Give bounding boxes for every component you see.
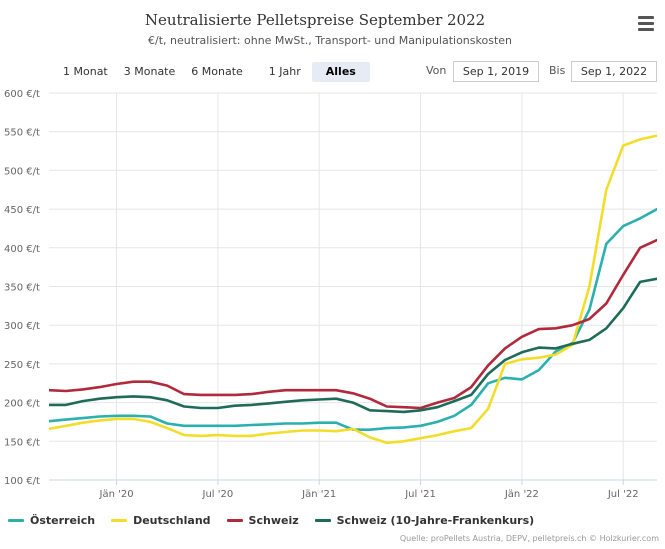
credits: Quelle: proPellets Austria, DEPV, pellet… — [399, 534, 659, 543]
to-date-label: Bis — [549, 64, 566, 77]
range-button-3-months[interactable]: 3 Monate — [119, 62, 181, 82]
x-tick-label: Jän '22 — [504, 489, 539, 500]
y-tick-label: 300 €/t — [4, 321, 40, 332]
y-tick-label: 150 €/t — [4, 437, 40, 448]
legend-label-oesterreich: Österreich — [30, 514, 96, 527]
range-button-1-month[interactable]: 1 Monat — [58, 62, 113, 82]
legend-label-schweiz: Schweiz — [248, 514, 299, 527]
x-tick-label: Jän '21 — [301, 489, 336, 500]
y-tick-label: 200 €/t — [4, 399, 40, 410]
y-tick-label: 600 €/t — [4, 89, 40, 100]
x-tick-label: Jul '22 — [607, 489, 639, 500]
range-button-all[interactable]: Alles — [311, 62, 370, 82]
series-line-schweiz[interactable] — [49, 238, 657, 410]
range-button-6-months[interactable]: 6 Monate — [186, 62, 248, 82]
legend-item-schweiz[interactable]: Schweiz — [226, 514, 299, 527]
legend-label-deutschland: Deutschland — [133, 514, 211, 527]
legend-swatch-schweiz — [226, 519, 243, 522]
y-tick-label: 400 €/t — [4, 244, 40, 255]
chart-subtitle: €/t, neutralisiert: ohne MwSt., Transpor… — [147, 34, 513, 47]
y-tick-label: 450 €/t — [4, 205, 40, 216]
series-line-deutschland[interactable] — [49, 134, 657, 445]
y-tick-label: 250 €/t — [4, 360, 40, 371]
y-tick-label: 350 €/t — [4, 283, 40, 294]
from-date-label: Von — [426, 64, 447, 77]
from-date-input[interactable]: Sep 1, 2019 — [453, 61, 539, 82]
legend: Österreich Deutschland Schweiz Schweiz (… — [8, 514, 534, 527]
x-tick-label: Jän '20 — [99, 489, 134, 500]
legend-swatch-oesterreich — [8, 519, 24, 522]
x-tick-label: Jul '20 — [202, 489, 234, 500]
hamburger-menu-icon[interactable] — [636, 16, 656, 34]
legend-swatch-deutschland — [111, 519, 128, 522]
legend-item-oesterreich[interactable]: Österreich — [8, 514, 95, 527]
y-tick-label: 500 €/t — [4, 166, 40, 177]
y-tick-label: 550 €/t — [4, 128, 40, 139]
x-tick-label: Jul '21 — [404, 489, 436, 500]
legend-item-deutschland[interactable]: Deutschland — [111, 514, 211, 527]
series-line-schweiz-frankenkurs[interactable] — [49, 277, 657, 414]
range-button-1-year[interactable]: 1 Jahr — [264, 62, 306, 82]
to-date-input[interactable]: Sep 1, 2022 — [571, 61, 657, 82]
chart-title: Neutralisierte Pelletspreise September 2… — [144, 11, 486, 29]
legend-swatch-schweiz-frankenkurs — [314, 519, 331, 522]
range-selector: 1 Monat 3 Monate 6 Monate 1 Jahr Alles — [58, 62, 370, 82]
legend-label-schweiz-frankenkurs: Schweiz (10-Jahre-Frankenkurs) — [336, 514, 535, 527]
y-tick-label: 100 €/t — [4, 476, 40, 487]
legend-item-schweiz-frankenkurs[interactable]: Schweiz (10-Jahre-Frankenkurs) — [314, 514, 535, 527]
